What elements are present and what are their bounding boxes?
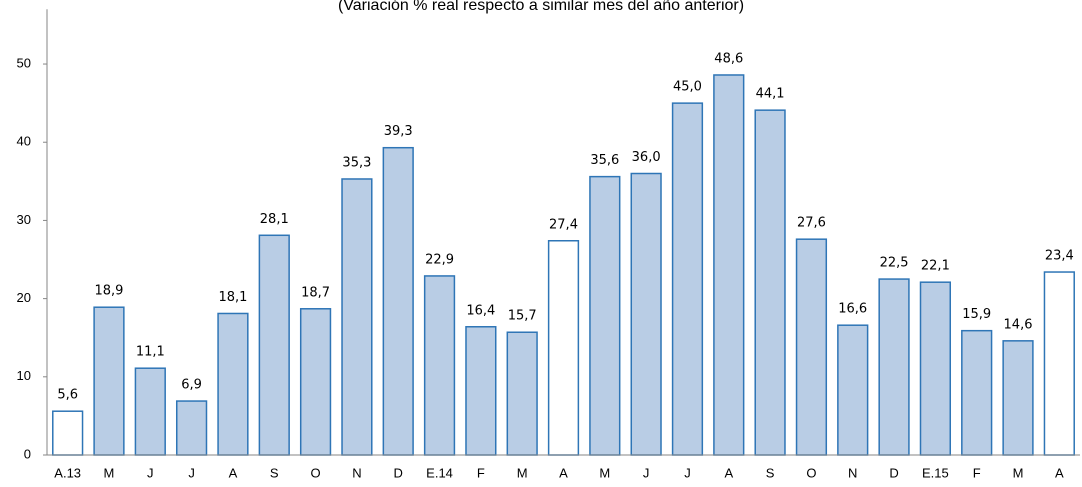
- y-tick-label: 0: [24, 446, 31, 461]
- bar: [382, 146, 414, 456]
- x-tick-label: M: [104, 465, 115, 480]
- x-tick-label: N: [848, 465, 857, 480]
- value-label: 5,6: [57, 388, 78, 403]
- bar: [671, 102, 704, 456]
- value-label: 45,0: [673, 80, 702, 95]
- bar: [1002, 340, 1034, 456]
- value-label: 15,7: [508, 309, 537, 324]
- value-label: 44,1: [756, 87, 785, 102]
- x-tick-label: D: [394, 465, 403, 480]
- x-tick-label: F: [973, 465, 981, 480]
- value-label: 23,4: [1045, 249, 1074, 264]
- x-tick-label: J: [643, 465, 650, 480]
- value-label: 6,9: [181, 378, 202, 393]
- x-tick-label: E.15: [922, 465, 949, 480]
- x-tick-label: M: [599, 465, 610, 480]
- bar: [589, 175, 621, 456]
- value-label: 36,0: [632, 150, 661, 165]
- value-label: 22,5: [880, 256, 909, 271]
- value-label: 27,6: [797, 216, 826, 231]
- value-label: 16,6: [838, 302, 867, 317]
- bar: [795, 238, 828, 456]
- bar: [837, 324, 869, 456]
- value-label: 35,6: [590, 153, 619, 168]
- y-tick-label: 50: [17, 55, 31, 70]
- value-label: 15,9: [962, 307, 991, 322]
- x-tick-label: E.14: [426, 465, 453, 480]
- bar: [465, 326, 497, 456]
- bar: [175, 400, 208, 456]
- bar: [217, 312, 249, 456]
- bar: [754, 109, 786, 456]
- bar: [547, 240, 580, 456]
- bar: [1043, 271, 1075, 456]
- value-label: 27,4: [549, 217, 578, 232]
- y-tick-label: 30: [17, 212, 31, 227]
- x-tick-label: J: [188, 465, 195, 480]
- y-tick-label: 10: [17, 368, 31, 383]
- value-label: 16,4: [466, 303, 495, 318]
- x-tick-label: N: [352, 465, 361, 480]
- bar: [630, 172, 662, 456]
- bar: [52, 410, 84, 456]
- x-tick-label: O: [806, 465, 816, 480]
- value-label: 11,1: [136, 345, 165, 360]
- x-tick-label: M: [1013, 465, 1024, 480]
- value-label: 18,9: [95, 284, 124, 299]
- x-tick-label: S: [766, 465, 775, 480]
- bar: [423, 275, 456, 456]
- y-tick-label: 20: [17, 290, 31, 305]
- x-tick-label: F: [477, 465, 485, 480]
- x-tick-label: A: [1055, 465, 1064, 480]
- value-label: 14,6: [1004, 317, 1033, 332]
- value-label: 22,1: [921, 259, 950, 274]
- chart-subtitle: (Variación % real respecto a similar mes…: [338, 0, 744, 14]
- value-label: 39,3: [384, 124, 413, 139]
- value-label: 35,3: [342, 155, 371, 170]
- x-tick-label: D: [889, 465, 898, 480]
- bar: [134, 367, 166, 456]
- bar: [506, 331, 538, 456]
- y-tick-label: 40: [17, 134, 31, 149]
- bar: [961, 329, 993, 456]
- x-tick-label: O: [311, 465, 321, 480]
- bar: [93, 306, 125, 456]
- x-tick-label: A.13: [54, 465, 81, 480]
- bar: [878, 278, 910, 456]
- x-tick-label: S: [270, 465, 279, 480]
- x-tick-label: A: [724, 465, 733, 480]
- bar: [341, 178, 373, 456]
- value-label: 18,1: [218, 290, 247, 305]
- bar: [919, 281, 952, 456]
- x-tick-label: A: [229, 465, 238, 480]
- x-tick-label: M: [517, 465, 528, 480]
- bar: [299, 308, 332, 456]
- x-tick-label: J: [147, 465, 154, 480]
- x-tick-label: J: [684, 465, 691, 480]
- value-label: 22,9: [425, 252, 454, 267]
- x-tick-label: A: [559, 465, 568, 480]
- value-label: 28,1: [260, 212, 289, 227]
- value-label: 18,7: [301, 285, 330, 300]
- bar: [713, 74, 745, 456]
- value-label: 48,6: [714, 51, 743, 66]
- bar: [258, 234, 290, 456]
